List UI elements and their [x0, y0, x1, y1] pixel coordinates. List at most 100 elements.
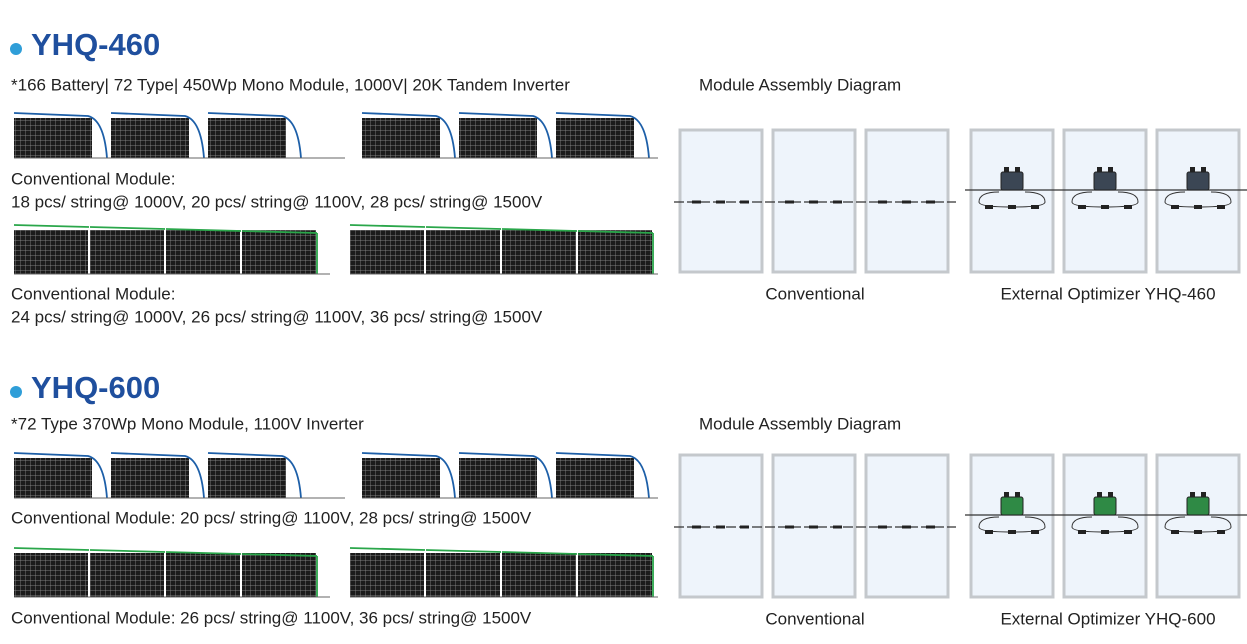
panel: [1062, 128, 1148, 274]
optimizer: [1186, 496, 1210, 516]
connector: [740, 525, 749, 529]
optimizer-top: [1004, 167, 1009, 172]
connector: [1171, 205, 1179, 209]
power-line: [89, 226, 166, 230]
module: [14, 458, 92, 498]
optimizer-top: [1108, 167, 1113, 172]
connector: [716, 525, 725, 529]
connector: [692, 200, 701, 204]
module: [14, 118, 92, 158]
optimizer: [1093, 171, 1117, 191]
power-line: [425, 549, 502, 553]
module: [111, 118, 189, 158]
optimizer-top: [1097, 492, 1102, 497]
module: [556, 458, 634, 498]
string-label: Conventional Module:: [11, 284, 175, 303]
connector: [1078, 205, 1086, 209]
power-line: [577, 553, 654, 557]
caption: External Optimizer YHQ-600: [1000, 609, 1215, 628]
connector: [902, 200, 911, 204]
string-label: Conventional Module: 20 pcs/ string@ 110…: [11, 508, 532, 527]
module: [242, 553, 316, 597]
connector: [985, 530, 993, 534]
module: [90, 553, 164, 597]
connector: [1008, 530, 1016, 534]
caption: External Optimizer YHQ-460: [1000, 284, 1215, 303]
module: [111, 458, 189, 498]
module: [362, 458, 440, 498]
module: [14, 230, 88, 274]
power-curve: [13, 112, 108, 159]
module: [166, 553, 240, 597]
panel: [1062, 453, 1148, 599]
connector: [809, 200, 818, 204]
power-line: [89, 549, 166, 553]
string-label: 18 pcs/ string@ 1000V, 20 pcs/ string@ 1…: [11, 192, 543, 211]
caption: Conventional: [765, 609, 864, 628]
optimizer: [1186, 171, 1210, 191]
assembly-title: Module Assembly Diagram: [699, 414, 901, 433]
optimizer: [1000, 171, 1024, 191]
module: [578, 230, 652, 274]
module: [459, 458, 537, 498]
module: [242, 230, 316, 274]
module: [350, 230, 424, 274]
module: [14, 553, 88, 597]
module: [426, 230, 500, 274]
panel: [1155, 128, 1241, 274]
power-line: [241, 230, 318, 234]
connector: [878, 200, 887, 204]
optimizer-top: [1201, 492, 1206, 497]
panel: [969, 128, 1055, 274]
optimizer-top: [1201, 167, 1206, 172]
module: [578, 553, 652, 597]
power-curve: [458, 112, 553, 159]
power-line: [501, 228, 578, 232]
power-curve: [110, 452, 205, 499]
section-title: YHQ-600: [31, 370, 160, 405]
connector: [878, 525, 887, 529]
connector: [1124, 205, 1132, 209]
caption: Conventional: [765, 284, 864, 303]
string-label: Conventional Module: 26 pcs/ string@ 110…: [11, 608, 532, 627]
power-curve: [458, 452, 553, 499]
power-line: [425, 226, 502, 230]
connector: [1124, 530, 1132, 534]
connector: [740, 200, 749, 204]
power-curve: [361, 452, 456, 499]
panel: [1155, 453, 1241, 599]
connector: [1101, 530, 1109, 534]
spec: *72 Type 370Wp Mono Module, 1100V Invert…: [11, 414, 364, 433]
module: [166, 230, 240, 274]
module: [90, 230, 164, 274]
connector: [1194, 205, 1202, 209]
connector: [785, 200, 794, 204]
module: [502, 553, 576, 597]
module: [502, 230, 576, 274]
power-curve: [361, 112, 456, 159]
optimizer-top: [1108, 492, 1113, 497]
panel: [969, 453, 1055, 599]
connector: [692, 525, 701, 529]
connector: [716, 200, 725, 204]
optimizer-top: [1004, 492, 1009, 497]
module: [459, 118, 537, 158]
connector: [1217, 530, 1225, 534]
power-line: [241, 553, 318, 557]
connector: [1217, 205, 1225, 209]
connector: [926, 525, 935, 529]
power-line: [13, 224, 90, 228]
connector: [902, 525, 911, 529]
module: [350, 553, 424, 597]
string-label: 24 pcs/ string@ 1000V, 26 pcs/ string@ 1…: [11, 307, 543, 326]
power-curve: [555, 112, 650, 159]
optimizer: [1093, 496, 1117, 516]
connector: [926, 200, 935, 204]
module: [426, 553, 500, 597]
power-line: [349, 224, 426, 228]
power-curve: [555, 452, 650, 499]
connector: [1171, 530, 1179, 534]
connector: [1031, 205, 1039, 209]
connector: [809, 525, 818, 529]
